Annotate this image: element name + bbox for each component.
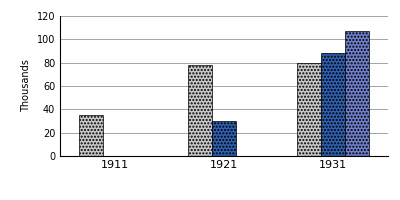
Y-axis label: Thousands: Thousands bbox=[21, 60, 31, 112]
Bar bbox=[188, 65, 212, 156]
Bar bbox=[212, 121, 236, 156]
Bar bbox=[78, 115, 103, 156]
Bar bbox=[297, 63, 321, 156]
Bar bbox=[345, 31, 370, 156]
Bar bbox=[321, 53, 345, 156]
